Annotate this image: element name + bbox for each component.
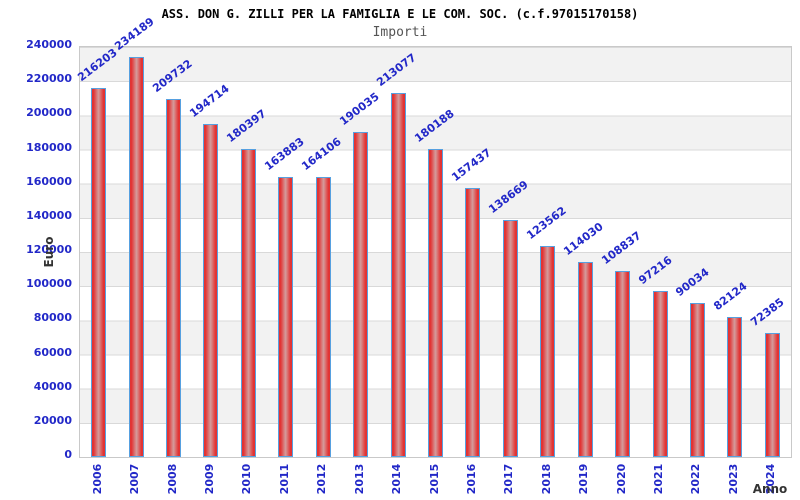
bar bbox=[652, 290, 668, 457]
bar bbox=[91, 87, 107, 457]
y-tick-label: 100000 bbox=[26, 277, 72, 291]
x-tick-label: 2018 bbox=[539, 463, 553, 495]
plot-area bbox=[79, 46, 792, 458]
y-tick-label: 0 bbox=[64, 448, 72, 461]
x-tick-label: 2020 bbox=[614, 463, 628, 495]
x-tick-label: 2008 bbox=[165, 463, 179, 495]
bar bbox=[465, 188, 481, 457]
x-tick-label: 2012 bbox=[315, 463, 329, 495]
x-tick-label: 2022 bbox=[689, 463, 703, 495]
y-tick-label: 40000 bbox=[33, 379, 72, 393]
x-axis-title: Anno bbox=[752, 482, 788, 496]
chart-title: ASS. DON G. ZILLI PER LA FAMIGLIA E LE C… bbox=[161, 7, 639, 21]
x-tick-label: 2019 bbox=[577, 463, 591, 495]
y-tick-label: 160000 bbox=[26, 174, 72, 188]
y-tick-label: 80000 bbox=[33, 311, 72, 325]
y-tick-label: 20000 bbox=[33, 413, 72, 427]
bar bbox=[315, 176, 331, 457]
bar bbox=[727, 316, 743, 457]
x-tick-label: 2009 bbox=[202, 463, 216, 495]
bar bbox=[428, 149, 443, 457]
y-tick-label: 240000 bbox=[26, 38, 72, 51]
x-tick-label: 2014 bbox=[390, 463, 404, 495]
x-tick-label: 2015 bbox=[427, 463, 441, 495]
bar bbox=[390, 93, 406, 457]
x-tick-label: 2013 bbox=[352, 463, 366, 495]
bar bbox=[615, 271, 631, 457]
y-tick-label: 180000 bbox=[26, 140, 72, 154]
y-axis-title: Euro bbox=[42, 236, 56, 268]
x-tick-label: 2011 bbox=[277, 463, 291, 495]
x-tick-label: 2007 bbox=[128, 463, 142, 495]
bar bbox=[502, 220, 518, 457]
bar bbox=[689, 303, 705, 457]
y-tick-label: 140000 bbox=[26, 208, 72, 222]
bar bbox=[353, 132, 369, 457]
bar bbox=[240, 148, 256, 457]
y-tick-label: 60000 bbox=[33, 345, 72, 359]
bar bbox=[128, 56, 144, 457]
bar bbox=[203, 124, 219, 457]
bar bbox=[278, 177, 294, 457]
x-tick-label: 2016 bbox=[464, 463, 478, 495]
bar bbox=[166, 98, 182, 457]
bar bbox=[764, 333, 780, 457]
bar bbox=[577, 262, 593, 457]
x-tick-label: 2010 bbox=[240, 463, 254, 495]
y-tick-label: 200000 bbox=[26, 106, 72, 120]
x-tick-label: 2021 bbox=[652, 463, 666, 495]
y-tick-label: 220000 bbox=[26, 72, 72, 86]
x-tick-label: 2017 bbox=[502, 463, 516, 495]
chart-subtitle: Importi bbox=[372, 25, 428, 40]
y-tick-label: 120000 bbox=[26, 243, 72, 256]
bar bbox=[540, 245, 556, 457]
x-tick-label: 2023 bbox=[726, 463, 740, 495]
x-tick-label: 2006 bbox=[90, 463, 104, 495]
